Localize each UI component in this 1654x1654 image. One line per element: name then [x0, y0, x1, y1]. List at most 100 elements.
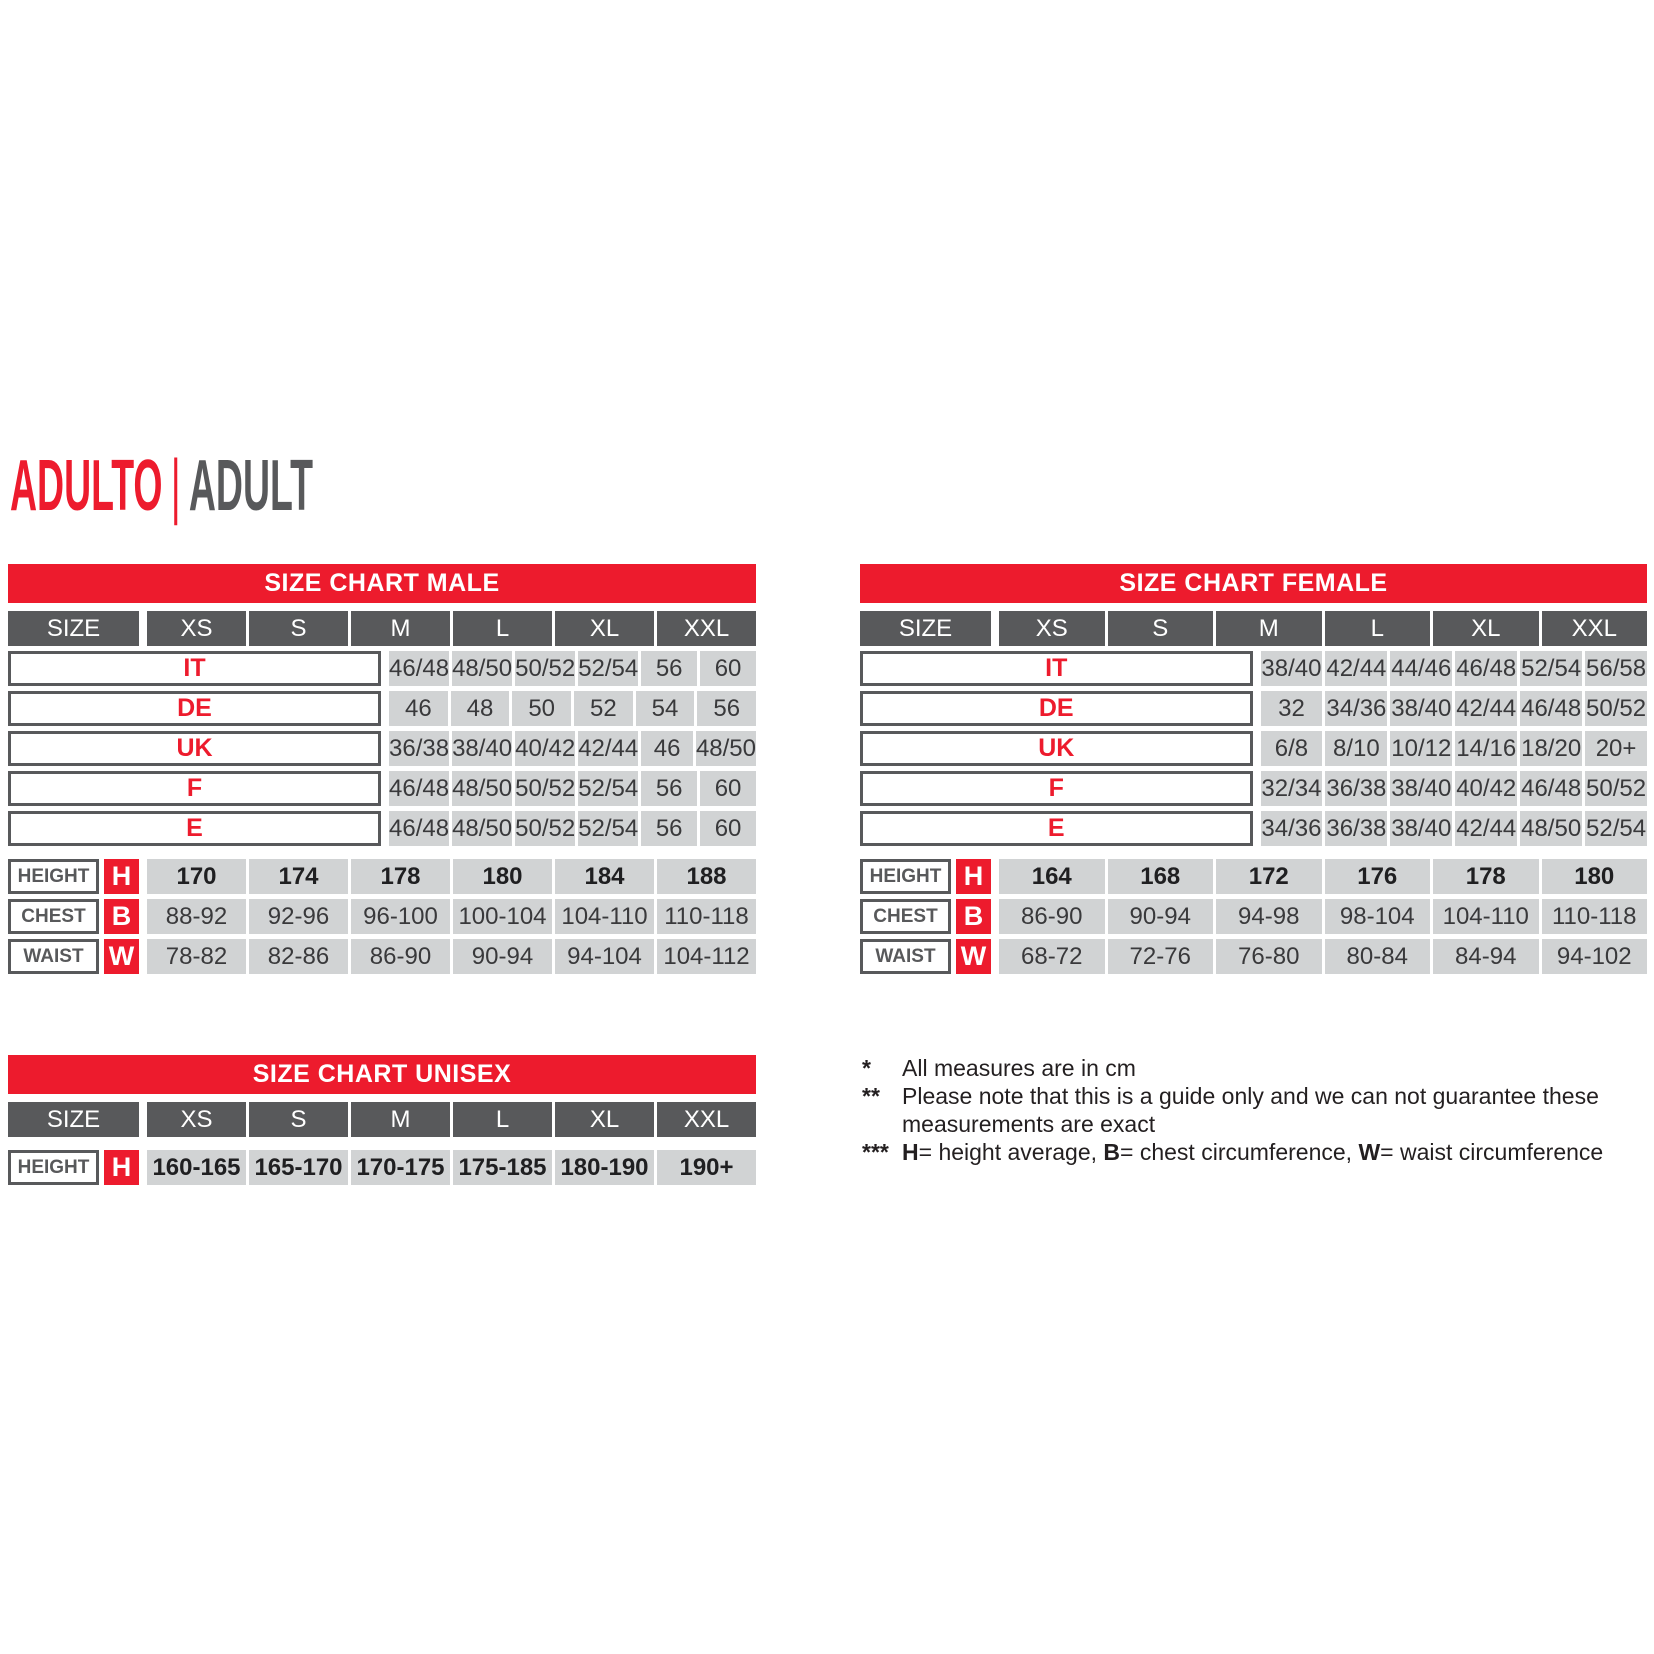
measure-letter-badge: W — [956, 939, 991, 974]
page-title-italian: ADULTO — [10, 446, 163, 526]
size-value-cell: 54 — [635, 691, 695, 726]
size-value-cell: 42/44 — [578, 731, 639, 766]
column-header-xl: XL — [555, 611, 654, 646]
header-cells: XS S M L XL XXL — [999, 611, 1647, 646]
size-row-e: E 46/48 48/50 50/52 52/54 56 60 — [8, 811, 756, 846]
column-header-xs: XS — [147, 1102, 246, 1137]
measure-name: WAIST — [8, 939, 99, 974]
measure-value-cell: 180 — [453, 859, 552, 894]
note-3: *** H= height average, B= chest circumfer… — [862, 1138, 1652, 1166]
size-value-cell: 14/16 — [1455, 731, 1518, 766]
size-value-cell: 52/54 — [578, 651, 639, 686]
size-value-cell: 56 — [641, 771, 698, 806]
note-segment: Please note that this is a guide only an… — [902, 1083, 1599, 1137]
measure-value-cell: 184 — [555, 859, 654, 894]
size-chart-unisex-table: SIZE CHART UNISEX SIZE XS S M L XL XXL HEIGHT H 16… — [8, 1055, 756, 1185]
size-value-cell: 46/48 — [389, 771, 450, 806]
measure-row-height: HEIGHT H 170 174 178 180 184 188 — [8, 859, 756, 894]
measure-value-cell: 170 — [147, 859, 246, 894]
column-header-xs: XS — [999, 611, 1105, 646]
measure-value-cell: 190+ — [657, 1150, 756, 1185]
measure-name: HEIGHT — [8, 859, 99, 894]
measure-name: HEIGHT — [8, 1150, 99, 1185]
note-segment: W — [1358, 1139, 1381, 1165]
size-value-cells: 6/8 8/10 10/12 14/16 18/20 20+ — [1260, 731, 1648, 766]
size-value-cell: 38/40 — [1390, 811, 1453, 846]
measure-value-cell: 68-72 — [999, 939, 1105, 974]
size-value-cell: 52/54 — [578, 771, 639, 806]
measure-value-cell: 98-104 — [1324, 899, 1430, 934]
measure-value-cell: 110-118 — [1541, 899, 1647, 934]
size-value-cell: 20+ — [1585, 731, 1648, 766]
measure-letter-badge: H — [104, 1150, 139, 1185]
measure-name: CHEST — [860, 899, 951, 934]
page-title: ADULTO | ADULT — [10, 450, 313, 522]
size-value-cell: 46/48 — [1520, 771, 1583, 806]
country-label-f: F — [860, 771, 1253, 806]
country-label-de: DE — [860, 691, 1253, 726]
size-value-cell: 50/52 — [515, 811, 576, 846]
table-title: SIZE CHART MALE — [8, 564, 756, 603]
size-value-cell: 32/34 — [1260, 771, 1323, 806]
size-row-f: F 46/48 48/50 50/52 52/54 56 60 — [8, 771, 756, 806]
measure-value-cell: 104-110 — [555, 899, 654, 934]
country-label-uk: UK — [8, 731, 381, 766]
measure-label: CHEST B — [8, 899, 139, 934]
size-value-cell: 42/44 — [1325, 651, 1388, 686]
note-segment: B — [1103, 1139, 1121, 1165]
measure-label: HEIGHT H — [8, 1150, 139, 1185]
note-segment: = height average, — [918, 1139, 1104, 1165]
measure-value-cell: 78-82 — [147, 939, 246, 974]
column-header-l: L — [1324, 611, 1430, 646]
measure-label: HEIGHT H — [8, 859, 139, 894]
measure-row-waist: WAIST W 78-82 82-86 86-90 90-94 94-104 104-112 — [8, 939, 756, 974]
size-value-cell: 46 — [389, 691, 448, 726]
measure-value-cell: 110-118 — [657, 899, 756, 934]
size-row-e: E 34/36 36/38 38/40 42/44 48/50 52/54 — [860, 811, 1648, 846]
measure-value-cell: 170-175 — [351, 1150, 450, 1185]
country-label-f: F — [8, 771, 381, 806]
measure-name: HEIGHT — [860, 859, 951, 894]
size-row-it: IT 46/48 48/50 50/52 52/54 56 60 — [8, 651, 756, 686]
size-row-de: DE 32 34/36 38/40 42/44 46/48 50/52 — [860, 691, 1648, 726]
measure-value-cell: 86-90 — [999, 899, 1105, 934]
size-header-cell: SIZE — [860, 611, 991, 646]
measure-value-cell: 100-104 — [453, 899, 552, 934]
measure-value-cell: 165-170 — [249, 1150, 348, 1185]
size-row-uk: UK 6/8 8/10 10/12 14/16 18/20 20+ — [860, 731, 1648, 766]
header-cells: XS S M L XL XXL — [147, 611, 756, 646]
note-segment: = chest circumference, — [1120, 1139, 1359, 1165]
measure-value-cell: 175-185 — [453, 1150, 552, 1185]
measure-letter-badge: B — [956, 899, 991, 934]
size-chart-male-table: SIZE CHART MALE SIZE XS S M L XL XXL IT 46/48 48/5… — [8, 564, 757, 974]
size-value-cell: 10/12 — [1390, 731, 1453, 766]
size-value-cell: 50/52 — [515, 651, 576, 686]
measure-letter-badge: W — [104, 939, 139, 974]
size-value-cell: 44/46 — [1390, 651, 1453, 686]
size-value-cell: 46/48 — [389, 811, 450, 846]
measure-value-cell: 94-98 — [1216, 899, 1322, 934]
measure-value-cell: 172 — [1216, 859, 1322, 894]
size-value-cell: 42/44 — [1455, 691, 1518, 726]
column-header-xxl: XXL — [1541, 611, 1647, 646]
size-row-it: IT 38/40 42/44 44/46 46/48 52/54 56/58 — [860, 651, 1648, 686]
size-value-cell: 56 — [697, 691, 757, 726]
size-row-f: F 32/34 36/38 38/40 40/42 46/48 50/52 — [860, 771, 1648, 806]
size-value-cells: 32 34/36 38/40 42/44 46/48 50/52 — [1260, 691, 1648, 726]
country-label-de: DE — [8, 691, 381, 726]
size-value-cell: 38/40 — [1390, 691, 1453, 726]
size-value-cell: 32 — [1260, 691, 1323, 726]
note-text: H= height average, B= chest circumferenc… — [902, 1138, 1652, 1166]
measure-value-cell: 174 — [249, 859, 348, 894]
column-header-xxl: XXL — [657, 1102, 756, 1137]
size-value-cell: 40/42 — [1455, 771, 1518, 806]
size-header-cell: SIZE — [8, 611, 139, 646]
measure-value-cells: 78-82 82-86 86-90 90-94 94-104 104-112 — [147, 939, 756, 974]
size-value-cell: 42/44 — [1455, 811, 1518, 846]
measure-row-waist: WAIST W 68-72 72-76 76-80 80-84 84-94 94-102 — [860, 939, 1647, 974]
size-value-cell: 48/50 — [1520, 811, 1583, 846]
size-value-cell: 50/52 — [1585, 691, 1648, 726]
size-value-cell: 56/58 — [1585, 651, 1648, 686]
size-value-cell: 60 — [700, 651, 756, 686]
measure-value-cell: 178 — [1433, 859, 1539, 894]
